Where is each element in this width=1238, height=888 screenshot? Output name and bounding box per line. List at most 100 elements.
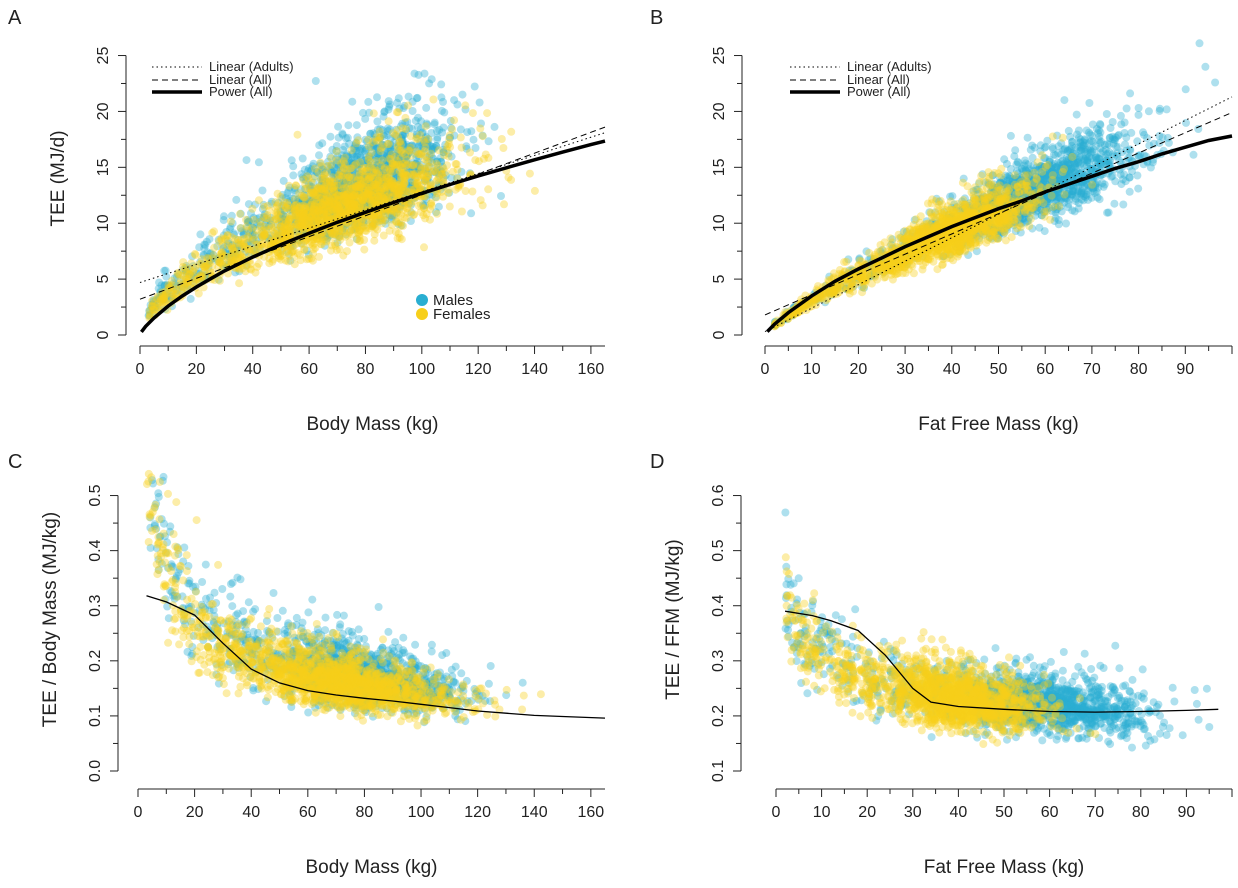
data-point (392, 170, 401, 179)
data-point (290, 195, 299, 204)
data-point (1144, 107, 1153, 116)
data-point (293, 130, 302, 139)
data-point (400, 185, 409, 194)
data-point (1125, 187, 1134, 196)
data-point (392, 108, 401, 117)
data-point (322, 235, 331, 244)
data-point (155, 278, 164, 287)
data-point (380, 174, 389, 183)
data-point (440, 108, 449, 117)
data-point (1155, 104, 1164, 113)
data-point (259, 229, 268, 237)
data-point (321, 200, 330, 209)
data-point (369, 185, 378, 194)
x-tick-label-a: 40 (244, 361, 262, 378)
data-point (420, 243, 428, 252)
data-point (236, 209, 245, 218)
data-point (431, 193, 440, 202)
data-point (434, 202, 443, 211)
data-point (1162, 105, 1171, 114)
data-point (298, 154, 307, 163)
data-point (404, 92, 413, 101)
data-point (236, 209, 245, 218)
data-point (300, 193, 309, 202)
data-point (298, 212, 307, 221)
data-point (168, 276, 176, 285)
x-tick-label-a: 120 (465, 361, 492, 378)
data-point (422, 195, 431, 204)
data-point (1081, 136, 1089, 145)
data-point (1012, 160, 1021, 169)
data-point (362, 216, 371, 225)
data-point (1145, 141, 1154, 150)
legend-dot-females (416, 308, 428, 320)
data-point (351, 199, 360, 208)
data-point (217, 236, 226, 245)
data-point (409, 160, 418, 169)
data-point (399, 139, 407, 148)
data-point (351, 183, 360, 192)
data-point (249, 224, 257, 232)
data-point (490, 122, 499, 131)
data-point (341, 191, 350, 200)
data-point (247, 226, 256, 235)
data-point (405, 146, 413, 155)
data-point (330, 240, 339, 248)
data-point (332, 158, 341, 167)
data-point (302, 209, 311, 218)
data-point (402, 152, 411, 161)
data-point (232, 195, 241, 204)
data-point (284, 201, 293, 210)
data-point (217, 253, 226, 262)
data-point (432, 142, 440, 150)
data-point (409, 168, 418, 177)
data-point (414, 70, 423, 79)
data-point (364, 142, 373, 151)
data-point (398, 136, 407, 145)
data-point (333, 156, 342, 165)
data-point (467, 127, 476, 136)
data-point (405, 199, 414, 207)
x-tick-label-a: 20 (187, 361, 205, 378)
data-point (402, 155, 411, 164)
data-point (339, 146, 348, 154)
data-point (346, 183, 355, 191)
data-point (321, 232, 330, 241)
data-point (439, 173, 448, 182)
x-tick-label-a: 80 (357, 361, 375, 378)
data-point (148, 303, 157, 312)
data-point (396, 144, 405, 153)
data-point (309, 202, 318, 211)
data-point (1211, 78, 1220, 87)
y-tick-label-a: 5 (95, 275, 112, 284)
data-point (411, 146, 420, 155)
data-point (399, 160, 408, 169)
data-point (368, 161, 377, 170)
data-point (469, 135, 478, 144)
data-point (384, 105, 393, 114)
data-point (1106, 124, 1115, 132)
data-point (333, 238, 342, 247)
data-point (422, 153, 431, 162)
data-point (1102, 156, 1111, 165)
data-point (364, 175, 373, 184)
scatter-points-b (770, 39, 1220, 331)
data-point (1134, 104, 1143, 112)
data-point (328, 173, 337, 182)
data-point (387, 150, 396, 159)
data-point (412, 133, 421, 142)
data-point (384, 97, 393, 106)
data-point (1195, 39, 1204, 48)
data-point (1103, 208, 1112, 217)
data-point (374, 155, 383, 164)
data-point (370, 236, 379, 245)
data-point (471, 156, 480, 165)
data-point (262, 214, 271, 223)
data-point (320, 191, 329, 200)
sex-legend-a: Males Females (416, 292, 491, 323)
data-point (364, 155, 373, 164)
data-point (262, 216, 271, 224)
data-point (374, 211, 383, 220)
data-point (252, 220, 261, 228)
